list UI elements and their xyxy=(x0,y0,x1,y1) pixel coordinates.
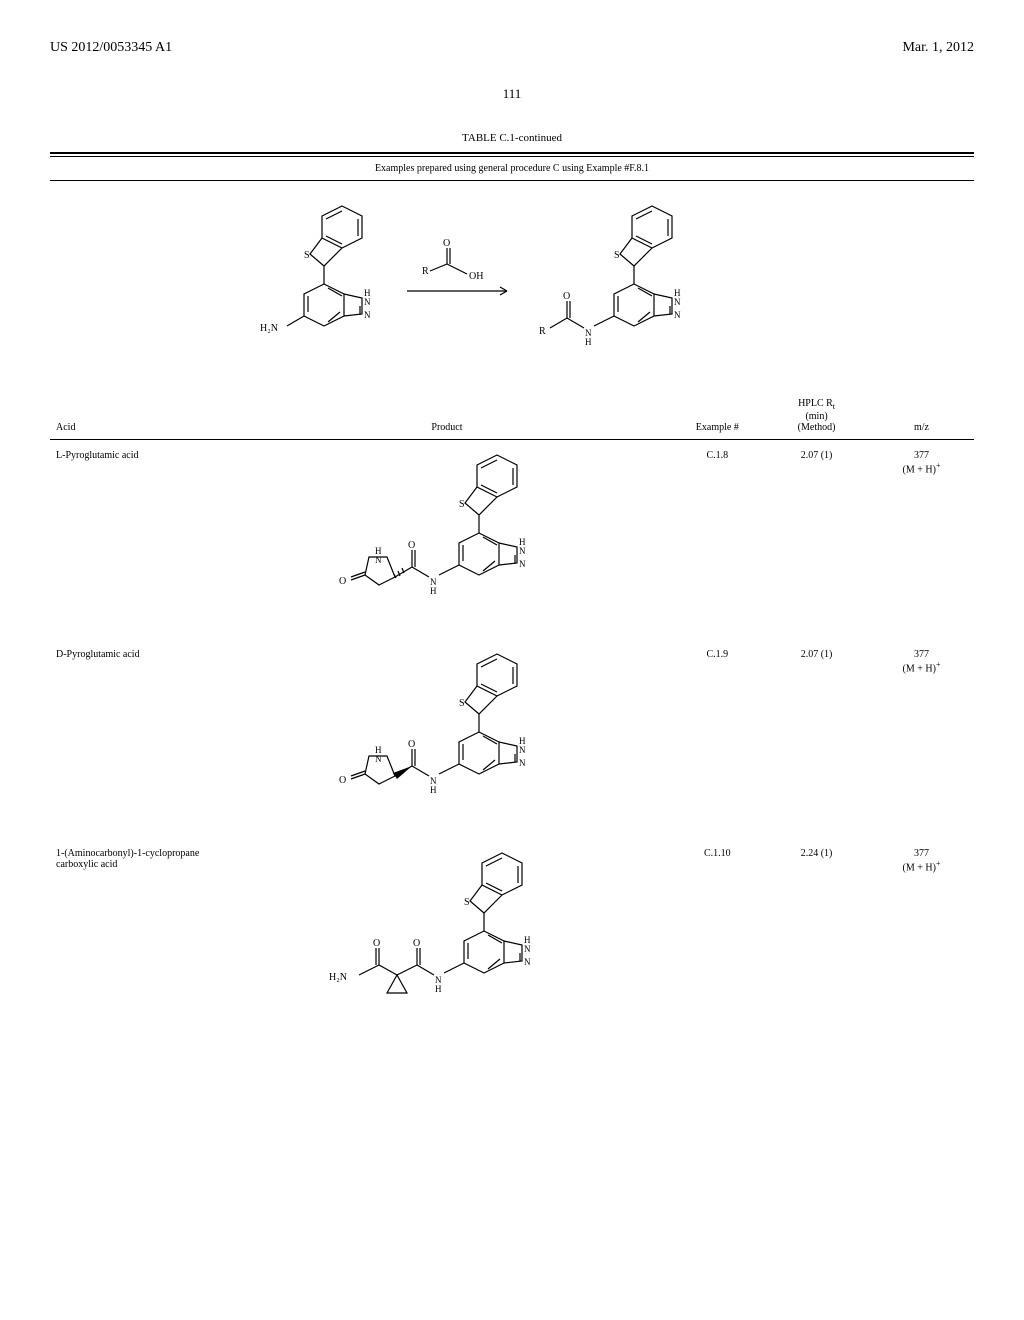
svg-text:N: N xyxy=(519,758,526,768)
svg-text:H₂N: H₂N xyxy=(260,323,278,334)
mz-cell: 377 (M + H)+ xyxy=(869,442,974,641)
acid-cell: D-Pyroglutamic acid xyxy=(50,641,223,840)
col-example-num: Example # xyxy=(671,394,765,437)
svg-text:O: O xyxy=(339,775,346,786)
col-acid: Acid xyxy=(50,394,223,437)
example-num-cell: C.1.10 xyxy=(671,840,765,1049)
svg-text:H: H xyxy=(430,785,437,795)
rule-heavy xyxy=(50,152,974,154)
page-number: 111 xyxy=(50,86,974,102)
col-mz: m/z xyxy=(869,394,974,437)
hplc-cell: 2.24 (1) xyxy=(764,840,869,1049)
acid-cell: 1-(Aminocarbonyl)-1-cyclopropane carboxy… xyxy=(50,840,223,1049)
reaction-scheme: S H N N H₂N R O OH xyxy=(50,196,974,369)
svg-text:S: S xyxy=(464,897,470,908)
svg-text:S: S xyxy=(459,698,465,709)
svg-text:N: N xyxy=(674,310,681,320)
mz-cell: 377 (M + H)+ xyxy=(869,641,974,840)
svg-text:S: S xyxy=(614,250,620,261)
acid-cell: L-Pyroglutamic acid xyxy=(50,442,223,641)
table-row: 1-(Aminocarbonyl)-1-cyclopropane carboxy… xyxy=(50,840,974,1049)
svg-text:N: N xyxy=(519,745,526,755)
svg-text:N: N xyxy=(519,546,526,556)
table-row: D-Pyroglutamic acid S H xyxy=(50,641,974,840)
table-header-row: Acid Product Example # HPLC Rt (min) (Me… xyxy=(50,394,974,437)
svg-text:N: N xyxy=(375,754,382,764)
scheme-svg: S H N N H₂N R O OH xyxy=(232,196,792,366)
svg-text:R: R xyxy=(539,326,546,337)
svg-text:S: S xyxy=(304,250,310,261)
svg-text:O: O xyxy=(563,291,570,302)
svg-text:R: R xyxy=(422,266,429,277)
svg-text:N: N xyxy=(364,297,371,307)
svg-text:N: N xyxy=(524,957,531,967)
structure-svg: S H N N N H xyxy=(317,649,577,829)
product-cell: S H N N N H xyxy=(223,442,670,641)
publication-number: US 2012/0053345 A1 xyxy=(50,40,172,56)
svg-text:H: H xyxy=(585,337,592,347)
svg-text:N: N xyxy=(524,944,531,954)
table-row: L-Pyroglutamic acid S H xyxy=(50,442,974,641)
rule-light xyxy=(50,439,974,440)
col-product: Product xyxy=(223,394,670,437)
svg-text:N: N xyxy=(519,559,526,569)
svg-text:OH: OH xyxy=(469,271,483,282)
svg-text:O: O xyxy=(413,938,420,949)
mz-cell: 377 (M + H)+ xyxy=(869,840,974,1049)
svg-text:O: O xyxy=(408,540,415,551)
svg-text:H: H xyxy=(430,586,437,596)
col-hplc: HPLC Rt (min) (Method) xyxy=(764,394,869,437)
svg-text:N: N xyxy=(364,310,371,320)
example-num-cell: C.1.9 xyxy=(671,641,765,840)
examples-table: Acid Product Example # HPLC Rt (min) (Me… xyxy=(50,394,974,1049)
hplc-cell: 2.07 (1) xyxy=(764,442,869,641)
rule-light xyxy=(50,180,974,181)
svg-text:N: N xyxy=(375,555,382,565)
product-cell: S H N N N H xyxy=(223,840,670,1049)
svg-text:O: O xyxy=(373,938,380,949)
svg-text:H₂N: H₂N xyxy=(329,972,347,983)
structure-svg: S H N N N H xyxy=(317,450,577,630)
svg-text:O: O xyxy=(408,739,415,750)
svg-text:O: O xyxy=(339,576,346,587)
table-caption: Examples prepared using general procedur… xyxy=(50,163,974,174)
publication-date: Mar. 1, 2012 xyxy=(902,40,974,56)
page-header: US 2012/0053345 A1 Mar. 1, 2012 xyxy=(50,40,974,56)
product-cell: S H N N N H xyxy=(223,641,670,840)
svg-text:O: O xyxy=(443,238,450,249)
rule-light xyxy=(50,156,974,157)
structure-svg: S H N N N H xyxy=(307,848,587,1038)
svg-text:H: H xyxy=(435,984,442,994)
hplc-cell: 2.07 (1) xyxy=(764,641,869,840)
svg-text:S: S xyxy=(459,499,465,510)
table-title: TABLE C.1-continued xyxy=(50,132,974,144)
example-num-cell: C.1.8 xyxy=(671,442,765,641)
svg-text:N: N xyxy=(674,297,681,307)
